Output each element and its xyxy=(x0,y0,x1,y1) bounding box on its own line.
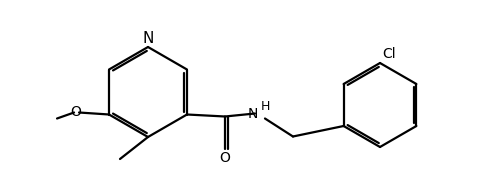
Text: N: N xyxy=(247,107,258,121)
Text: O: O xyxy=(220,152,230,165)
Text: Cl: Cl xyxy=(382,47,395,61)
Text: O: O xyxy=(71,105,81,119)
Text: H: H xyxy=(261,99,270,113)
Text: N: N xyxy=(142,31,154,46)
